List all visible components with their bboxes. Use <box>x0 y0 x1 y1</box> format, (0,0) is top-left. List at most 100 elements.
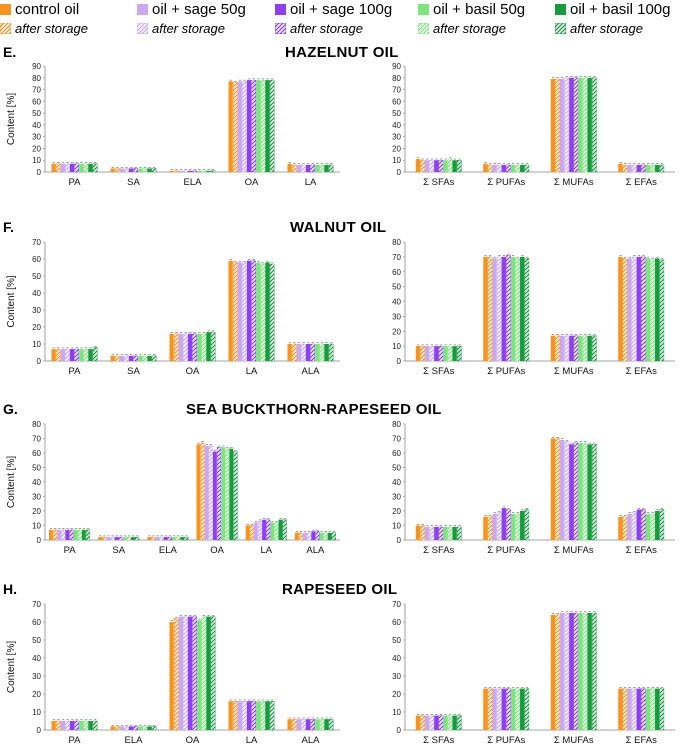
bar <box>569 444 574 540</box>
x-tick-label: Σ MUFAs <box>554 177 594 188</box>
bar <box>155 537 160 540</box>
bar <box>167 536 172 541</box>
bar <box>315 344 320 361</box>
bar <box>110 355 115 361</box>
bar <box>201 333 207 362</box>
bar <box>124 168 129 173</box>
bar <box>443 160 448 172</box>
y-tick-label: 70 <box>392 435 401 444</box>
bar <box>510 164 516 172</box>
y-tick-label: 10 <box>32 522 41 531</box>
x-tick-label: OA <box>186 735 200 746</box>
bar <box>301 343 306 362</box>
x-tick-label: LA <box>246 735 258 746</box>
bar <box>573 612 579 731</box>
y-tick-label: 70 <box>32 238 41 247</box>
y-tick-label: 10 <box>32 340 41 349</box>
bar <box>328 164 334 173</box>
bar <box>506 688 511 731</box>
bar <box>636 256 641 361</box>
y-tick-label: 80 <box>32 420 41 429</box>
bar <box>555 614 560 731</box>
bar <box>496 164 502 173</box>
bar <box>492 688 497 730</box>
bar <box>69 349 75 361</box>
bar <box>492 164 497 172</box>
bar <box>622 258 628 362</box>
bar <box>659 688 665 731</box>
bar <box>627 164 632 172</box>
bar <box>126 536 131 541</box>
bar <box>636 164 641 172</box>
bar <box>573 442 579 541</box>
y-tick-label: 20 <box>392 690 401 699</box>
y-tick-label: 40 <box>392 298 401 307</box>
bar <box>60 163 65 172</box>
bar <box>510 513 516 540</box>
bar <box>559 613 565 730</box>
bar <box>173 333 179 362</box>
bar <box>180 537 185 540</box>
bar <box>206 170 211 172</box>
y-tick-label: 60 <box>32 449 41 458</box>
bar <box>573 335 579 362</box>
bar <box>119 726 124 730</box>
bar <box>79 349 84 361</box>
y-axis-label: Content [%] <box>6 641 17 693</box>
bar <box>257 520 263 541</box>
bar <box>456 345 462 362</box>
bar <box>291 343 297 362</box>
bar <box>483 163 488 172</box>
y-tick-label: 60 <box>32 97 41 106</box>
bar <box>110 168 115 172</box>
panel-label-f: F. <box>3 219 14 235</box>
y-tick-label: 20 <box>32 690 41 699</box>
bar <box>324 344 329 361</box>
x-tick-label: ELA <box>184 177 203 188</box>
bar <box>311 531 316 540</box>
bar <box>232 700 238 731</box>
chart-hazelnut-acids: 0 10 20 30 40 50 60 70 80 90 Content [%] PA SA ELA OA L… <box>6 62 340 188</box>
bar <box>69 529 74 541</box>
bar <box>434 346 439 361</box>
legend-item-sage-50: oil + sage 50g <box>137 1 246 18</box>
bar <box>438 345 444 362</box>
bar <box>515 513 520 541</box>
x-tick-label: Σ SFAs <box>423 735 454 746</box>
bar <box>496 512 502 541</box>
legend-item-control-oil: control oil <box>0 1 79 18</box>
bar <box>452 346 457 361</box>
bar <box>636 509 641 540</box>
bar <box>77 529 82 541</box>
y-tick-label: 40 <box>392 121 401 130</box>
x-tick-label: PA <box>64 545 77 556</box>
bar <box>138 168 143 172</box>
legend: control oil oil + sage 50g oil + sage 10… <box>0 0 685 40</box>
bar <box>52 529 58 541</box>
x-tick-label: Σ PUFAs <box>487 545 525 556</box>
bar <box>324 719 329 730</box>
bar <box>291 164 297 173</box>
bar <box>187 170 193 172</box>
bar <box>128 168 134 172</box>
bar <box>434 715 439 730</box>
bar <box>65 720 70 731</box>
bar <box>569 613 574 730</box>
bar <box>196 444 201 540</box>
chart-rapeseed-sums: 0 10 20 30 40 50 60 70 Σ SFAs Σ PUFAs Σ MUFAs Σ EFA… <box>392 600 675 746</box>
bar <box>79 721 84 730</box>
bar <box>631 164 637 173</box>
bar <box>291 718 297 731</box>
legend-swatch <box>418 4 429 15</box>
bar <box>256 262 261 361</box>
bar <box>256 80 261 172</box>
bar <box>265 701 270 730</box>
bar <box>85 529 91 541</box>
bar <box>249 525 254 541</box>
bar <box>65 348 70 362</box>
bar <box>242 262 247 362</box>
y-tick-label: 30 <box>32 493 41 502</box>
bar <box>122 537 127 540</box>
x-tick-label: SA <box>112 545 125 556</box>
bar <box>305 164 311 172</box>
